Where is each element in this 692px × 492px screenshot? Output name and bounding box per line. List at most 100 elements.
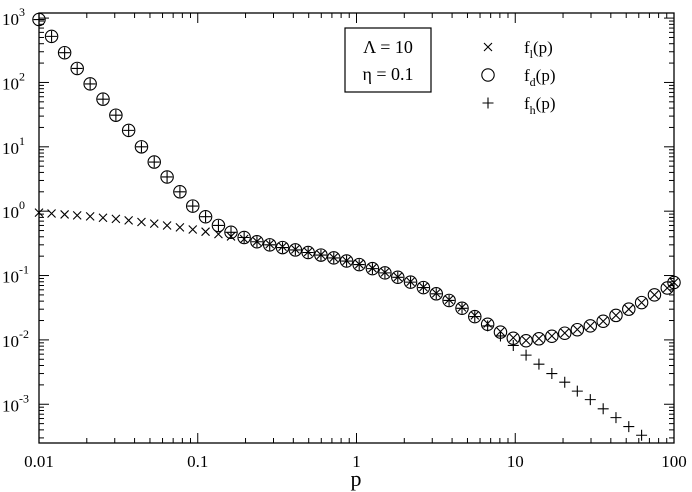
data-point-x <box>598 316 608 326</box>
x-tick-label: 0.1 <box>187 452 208 471</box>
data-point-plus <box>174 186 186 198</box>
data-point-plus <box>71 62 83 74</box>
data-point-plus <box>200 211 212 223</box>
y-tick-label: 10-3 <box>2 391 29 415</box>
data-point-plus <box>443 294 455 306</box>
data-point-plus <box>597 403 609 415</box>
data-point-plus <box>187 200 199 212</box>
y-tick-exponent: 1 <box>19 134 25 148</box>
data-point-plus <box>277 242 289 254</box>
x-tick-label: 10 <box>507 452 524 471</box>
data-point-circle <box>96 92 110 106</box>
series-x <box>34 208 679 345</box>
data-point-circle <box>109 108 123 122</box>
data-point-plus <box>238 231 250 243</box>
legend-label-main: f <box>524 94 530 113</box>
parameter-box-frame <box>344 27 432 93</box>
y-tick-base: 10 <box>2 203 19 222</box>
legend-label-main: f <box>524 38 530 57</box>
data-point-circle <box>365 261 380 276</box>
data-point-x <box>585 321 595 331</box>
data-point-x <box>572 325 582 334</box>
data-point-circle <box>70 61 84 76</box>
legend-label-subscript: d <box>530 75 536 89</box>
data-point-plus <box>315 249 327 261</box>
x-tick-label: 0.01 <box>24 452 54 471</box>
data-point-circle <box>262 238 277 252</box>
data-point-circle <box>622 302 636 316</box>
legend-label: fl(p) <box>524 38 553 61</box>
data-point-circle <box>468 309 482 324</box>
y-tick-exponent: 0 <box>19 198 25 212</box>
data-point-x <box>624 304 634 314</box>
data-point-plus <box>225 226 237 238</box>
x-tick-labels: 0.01 0.1 1 10 100 <box>24 452 687 471</box>
data-point-plus <box>84 78 96 90</box>
data-point-x <box>137 217 146 227</box>
data-point-circle <box>275 240 290 255</box>
data-point-circle <box>44 29 59 44</box>
data-point-plus <box>636 429 648 441</box>
y-tick-base: 10 <box>2 74 19 93</box>
y-tick-base: 10 <box>2 268 19 287</box>
y-tick-exponent: -3 <box>19 391 29 405</box>
data-point-plus <box>161 171 173 183</box>
data-point-x <box>175 222 185 232</box>
y-tick-exponent: 3 <box>19 5 25 19</box>
legend-label-tail: (p) <box>533 38 553 57</box>
data-point-plus <box>302 246 314 258</box>
legend-marker-plus <box>482 97 494 109</box>
data-point-circle <box>455 301 469 316</box>
data-point-circle <box>173 185 187 199</box>
data-point-plus <box>251 236 263 248</box>
data-point-x <box>547 331 557 341</box>
data-point-circle <box>288 243 303 257</box>
data-point-x <box>124 215 134 225</box>
data-point-plus <box>33 14 45 26</box>
legend-label-subscript: h <box>530 103 536 117</box>
y-tick-label: 100 <box>2 198 25 222</box>
legend: fl(p)fd(p)fh(p) <box>481 38 556 117</box>
legend-marker-circle <box>481 68 495 82</box>
data-point-x <box>560 328 570 338</box>
data-point-circle <box>557 326 572 340</box>
data-point-x <box>47 209 56 218</box>
legend-marker-x <box>483 42 493 52</box>
data-point-plus <box>46 30 58 42</box>
data-point-circle <box>314 248 328 262</box>
data-point-plus <box>623 421 635 433</box>
data-point-plus <box>610 412 622 424</box>
data-point-circle <box>121 123 136 138</box>
y-tick-base: 10 <box>2 396 19 415</box>
data-point-x <box>149 219 159 229</box>
y-tick-label: 10-1 <box>2 263 29 287</box>
data-point-circle <box>327 251 341 265</box>
data-point-plus <box>148 156 160 168</box>
data-point-plus <box>289 244 301 256</box>
data-point-circle <box>301 245 315 260</box>
data-point-plus <box>379 267 391 279</box>
y-tick-label: 10-2 <box>2 327 29 351</box>
data-point-x <box>521 336 531 345</box>
data-point-plus <box>212 219 224 231</box>
data-point-x <box>669 278 679 287</box>
data-marks <box>32 12 681 441</box>
data-point-circle <box>403 275 418 289</box>
data-point-circle <box>442 293 456 308</box>
y-tick-exponent: -2 <box>19 327 29 341</box>
data-point-plus <box>430 288 442 300</box>
data-point-x <box>508 333 518 343</box>
data-point-circle <box>352 257 366 272</box>
y-tick-base: 10 <box>2 139 19 158</box>
data-point-x <box>637 298 646 307</box>
data-point-plus <box>264 239 276 251</box>
data-point-plus <box>533 358 545 370</box>
legend-label-tail: (p) <box>536 66 556 85</box>
data-point-circle <box>134 140 149 154</box>
y-tick-exponent: 2 <box>19 69 25 83</box>
data-point-circle <box>667 275 681 290</box>
data-point-plus <box>353 259 365 271</box>
data-point-x <box>188 225 198 234</box>
legend-label-tail: (p) <box>536 94 556 113</box>
